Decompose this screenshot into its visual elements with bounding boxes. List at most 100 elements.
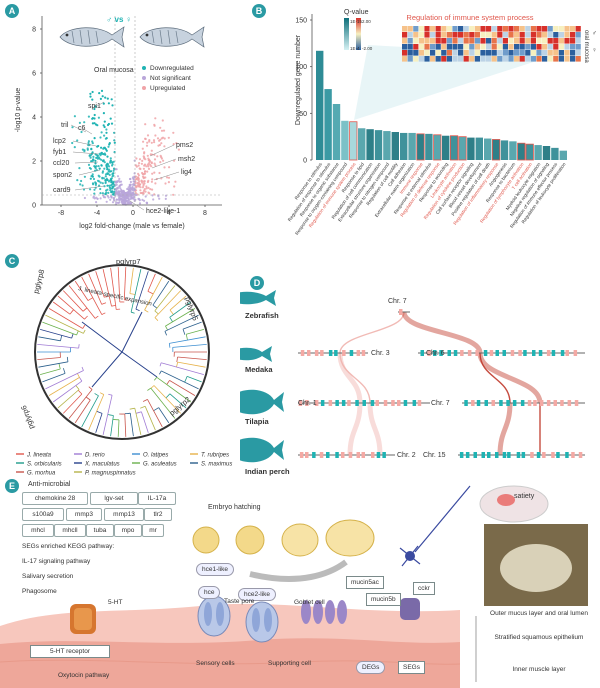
- heatmap-cell: [441, 32, 447, 38]
- enrich-bar: [475, 137, 483, 160]
- heatmap-cell: [497, 38, 503, 44]
- gene-block: [335, 452, 339, 458]
- enrich-bar: [324, 89, 332, 160]
- heatmap-cell: [536, 38, 542, 44]
- heatmap-cell: [564, 32, 570, 38]
- volcano-y-tick: 2: [32, 159, 36, 166]
- volcano-points: [71, 89, 180, 206]
- heatmap-title: Regulation of immune system process: [406, 13, 533, 22]
- enrich-bar: [559, 150, 567, 160]
- gene-block: [578, 452, 583, 458]
- gene-block: [465, 452, 470, 458]
- gene-block: [489, 350, 494, 356]
- enrich-bar: [525, 143, 534, 161]
- gene-block: [473, 452, 477, 458]
- layer-label: Inner muscle layer: [512, 666, 566, 673]
- heatmap-cell: [413, 32, 419, 38]
- embryo-icons: [192, 519, 375, 557]
- kegg-item: Salivary secretion: [22, 573, 74, 580]
- gene-block: [527, 400, 532, 406]
- qvalue-legend-title: Q-value: [344, 9, 369, 16]
- enrichment-chart: Downregulated gene number 0 50 100 150 Resp…: [287, 9, 597, 236]
- heatmap-cell: [525, 50, 531, 56]
- gene-block: [314, 350, 319, 356]
- heatmap-cell: [530, 32, 536, 38]
- heatmap-cell: [407, 32, 413, 38]
- heatmap-cell: [558, 50, 564, 56]
- heatmap-cell: [435, 56, 441, 62]
- heatmap-sex-female: ♀: [592, 47, 597, 54]
- volcano-x-tick: 4: [167, 210, 171, 217]
- gene-block: [484, 400, 488, 406]
- gene-label: card9: [53, 187, 71, 194]
- gene-block: [298, 400, 303, 406]
- heatmap-cell: [446, 56, 452, 62]
- volcano-y-tick: 0: [32, 203, 36, 210]
- legend-ns: Not significant: [150, 75, 191, 82]
- tree-legend-item: T. rubripes: [201, 452, 229, 458]
- tree-legend-item: X. maculatus: [84, 461, 120, 467]
- gene-block: [453, 350, 458, 356]
- heatmap-cell: [418, 50, 424, 56]
- gene-label: spon2: [53, 172, 72, 179]
- gene-block: [460, 350, 464, 356]
- gene-block: [516, 452, 521, 458]
- enrich-bar: [416, 133, 425, 161]
- heatmap-cell: [542, 32, 548, 38]
- heatmap-cell: [491, 50, 497, 56]
- heatmap-cell: [424, 38, 430, 44]
- gene-block: [371, 452, 375, 458]
- gene-block: [530, 452, 534, 458]
- heatmap-cell: [435, 44, 441, 50]
- gene-block: [487, 452, 491, 458]
- enrich-bar: [458, 136, 467, 161]
- gene-label: fyb1: [53, 149, 66, 156]
- gene-block: [305, 400, 309, 406]
- heatmap-cell: [441, 56, 447, 62]
- heatmap-cell: [536, 32, 542, 38]
- mucin-tag: mucin5b: [366, 593, 401, 606]
- heatmap-cell: [458, 38, 464, 44]
- gene-block: [560, 400, 564, 406]
- volcano-y-tick: 6: [32, 71, 36, 78]
- enrich-y-tick: 0: [303, 158, 307, 165]
- heatmap-cell: [469, 44, 475, 50]
- heatmap-cell: [424, 56, 430, 62]
- volcano-x-tick: 0: [131, 210, 135, 217]
- heatmap-cell: [519, 56, 525, 62]
- heatmap-cell: [536, 56, 542, 62]
- heatmap-cell: [575, 50, 581, 56]
- legend-up: Upregulated: [150, 85, 186, 92]
- gene-block: [305, 452, 309, 458]
- heatmap-cell: [553, 44, 559, 50]
- gene-block: [312, 452, 316, 458]
- heatmap-cell: [530, 26, 536, 32]
- gene-block: [356, 350, 361, 356]
- gene-block: [467, 350, 472, 356]
- gene-block: [362, 400, 366, 406]
- heatmap-cell: [547, 50, 553, 56]
- gene-block: [397, 400, 401, 406]
- heat-legend-value: -2.00: [362, 46, 373, 51]
- heatmap-cell: [413, 38, 419, 44]
- gene-tag: s100a9: [22, 508, 64, 521]
- gene-block: [532, 350, 536, 356]
- gene-block: [476, 400, 481, 406]
- heatmap-cell: [542, 44, 548, 50]
- species-label: Zebrafish: [245, 311, 279, 320]
- heatmap-cell: [530, 50, 536, 56]
- gene-label: spi1: [88, 103, 101, 110]
- heatmap-cell: [474, 56, 480, 62]
- gene-block: [376, 452, 381, 458]
- gene-block: [417, 400, 422, 406]
- synteny-plot: Zebrafish Medaka Tilapia Indian perch Ch…: [226, 290, 585, 476]
- enrich-bar: [542, 146, 551, 160]
- heatmap-cell: [435, 26, 441, 32]
- tilapia-icon: [226, 389, 284, 415]
- volcano-plot: 0 2 4 6 8 -8 -4 0 4 8 -log10 p-value log2 fold-c…: [15, 15, 222, 230]
- heatmap-cell: [407, 50, 413, 56]
- gene-block: [314, 400, 319, 406]
- tree-outer-ring: [34, 264, 210, 440]
- heatmap-cell: [564, 44, 570, 50]
- volcano-y-tick: 8: [32, 27, 36, 34]
